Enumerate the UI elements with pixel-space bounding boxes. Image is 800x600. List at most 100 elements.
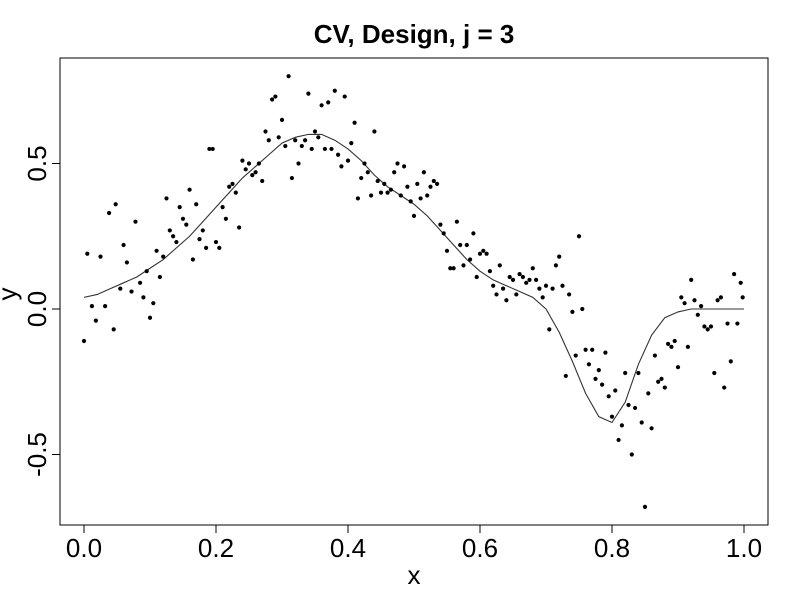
data-point — [359, 176, 363, 180]
data-point — [504, 298, 508, 302]
data-point — [706, 327, 710, 331]
data-point — [389, 188, 393, 192]
data-point — [306, 92, 310, 96]
data-point — [732, 272, 736, 276]
data-point — [702, 324, 706, 328]
data-point — [422, 170, 426, 174]
data-point — [300, 144, 304, 148]
data-point — [336, 153, 340, 157]
data-point — [290, 176, 294, 180]
data-point — [494, 292, 498, 296]
data-point — [544, 284, 548, 288]
data-point — [465, 243, 469, 247]
data-point — [725, 321, 729, 325]
data-point — [739, 281, 743, 285]
y-axis: -0.5 0.0 0.5 — [22, 145, 60, 476]
data-point — [696, 313, 700, 317]
data-point — [741, 295, 745, 299]
data-point — [260, 179, 264, 183]
data-point — [221, 205, 225, 209]
data-point — [722, 385, 726, 389]
x-axis-label: x — [408, 560, 421, 590]
data-point — [593, 377, 597, 381]
data-point — [488, 269, 492, 273]
data-point — [353, 121, 357, 125]
data-point — [118, 287, 122, 291]
data-point — [524, 281, 528, 285]
data-point — [376, 179, 380, 183]
data-point — [107, 211, 111, 215]
data-point — [432, 179, 436, 183]
data-point — [90, 304, 94, 308]
data-point — [316, 135, 320, 139]
data-point — [399, 193, 403, 197]
data-point — [419, 196, 423, 200]
x-tick-label: 0.8 — [594, 533, 630, 563]
data-point — [699, 304, 703, 308]
data-point — [339, 164, 343, 168]
x-tick-label: 0.6 — [462, 533, 498, 563]
data-point — [129, 289, 133, 293]
data-point — [112, 327, 116, 331]
data-point — [214, 240, 218, 244]
data-point — [547, 327, 551, 331]
data-point — [560, 284, 564, 288]
data-point — [531, 266, 535, 270]
data-point — [122, 243, 126, 247]
data-point — [270, 97, 274, 101]
data-point — [584, 348, 588, 352]
data-point — [181, 217, 185, 221]
data-point — [240, 158, 244, 162]
data-point — [689, 278, 693, 282]
data-point — [640, 420, 644, 424]
plot-frame — [60, 58, 768, 525]
data-point — [103, 304, 107, 308]
data-point — [607, 394, 611, 398]
x-tick-label: 0.0 — [66, 533, 102, 563]
data-point — [534, 278, 538, 282]
data-point — [676, 365, 680, 369]
fitted-curve-layer — [84, 134, 744, 422]
data-point — [349, 141, 353, 145]
x-tick-label: 0.2 — [198, 533, 234, 563]
data-point — [133, 220, 137, 224]
data-point — [435, 182, 439, 186]
data-point — [577, 234, 581, 238]
data-point — [415, 182, 419, 186]
data-point — [485, 252, 489, 256]
data-point — [313, 129, 317, 133]
data-point — [518, 272, 522, 276]
data-point — [148, 316, 152, 320]
data-point — [201, 228, 205, 232]
data-point — [646, 391, 650, 395]
data-point — [145, 269, 149, 273]
data-point — [250, 173, 254, 177]
data-point — [293, 138, 297, 142]
data-point — [409, 199, 413, 203]
data-point — [527, 278, 531, 282]
data-point — [475, 275, 479, 279]
data-point — [597, 368, 601, 372]
data-point — [329, 147, 333, 151]
data-point — [425, 193, 429, 197]
data-point — [491, 284, 495, 288]
x-axis: 0.0 0.2 0.4 0.6 0.8 1.0 — [66, 525, 762, 563]
data-point — [244, 167, 248, 171]
data-point — [683, 301, 687, 305]
data-point — [320, 103, 324, 107]
data-point — [158, 275, 162, 279]
data-point — [326, 100, 330, 104]
data-point — [287, 74, 291, 78]
data-point — [234, 191, 238, 195]
data-point — [557, 255, 561, 259]
data-point — [346, 158, 350, 162]
data-point — [237, 225, 241, 229]
data-point — [184, 223, 188, 227]
data-point — [623, 371, 627, 375]
data-point — [590, 348, 594, 352]
data-point — [452, 266, 456, 270]
data-point — [217, 246, 221, 250]
data-point — [194, 202, 198, 206]
data-point — [643, 505, 647, 509]
